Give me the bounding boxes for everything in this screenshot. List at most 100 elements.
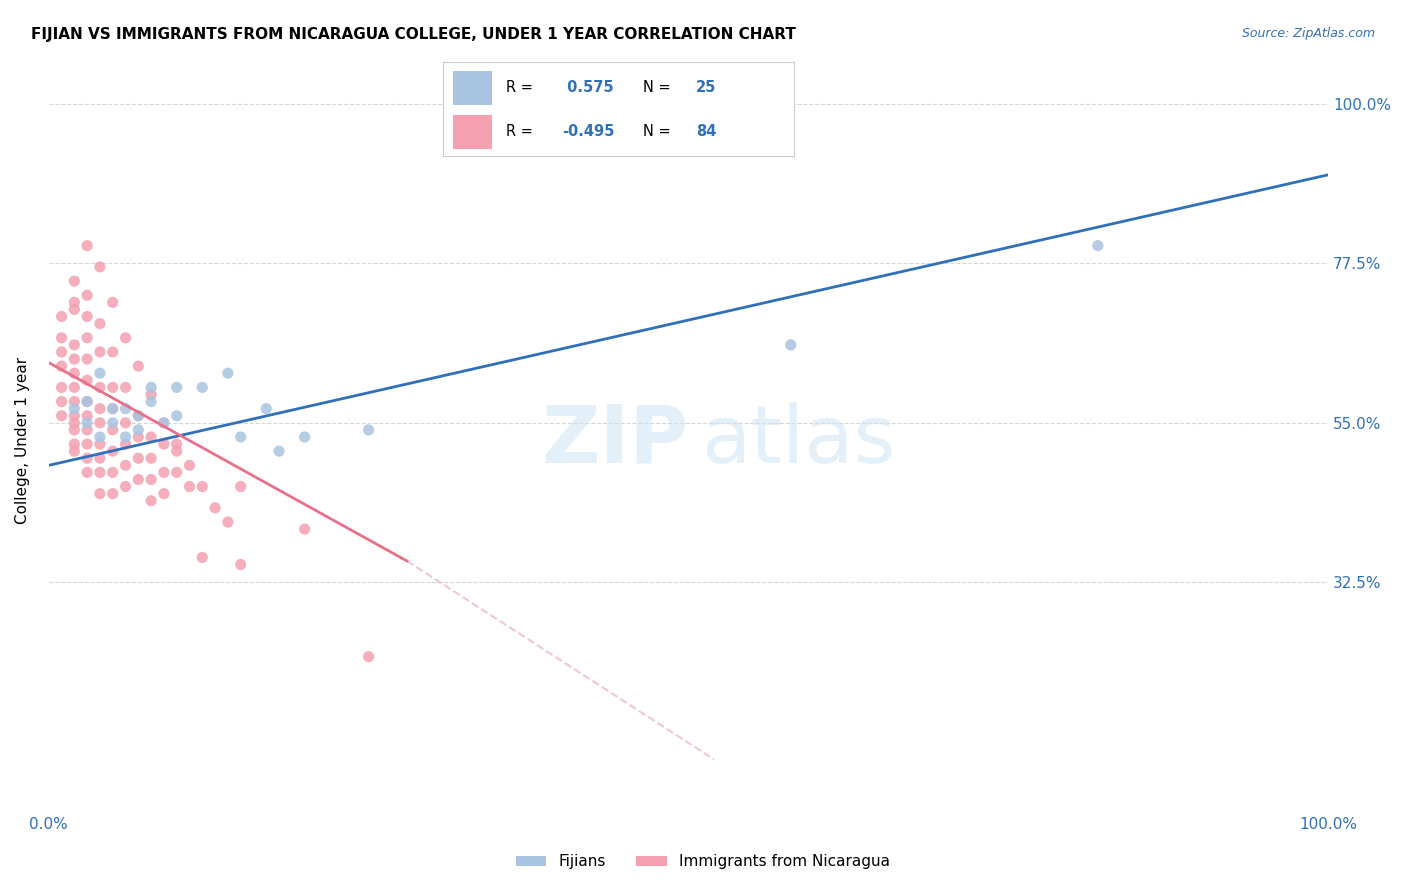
Point <box>179 458 201 473</box>
Point <box>166 409 188 423</box>
Point <box>63 274 86 288</box>
Point <box>1087 238 1109 252</box>
Point <box>127 423 149 437</box>
Point <box>51 394 73 409</box>
Point <box>139 493 162 508</box>
Point <box>217 366 239 380</box>
Point <box>127 409 149 423</box>
Legend: Fijians, Immigrants from Nicaragua: Fijians, Immigrants from Nicaragua <box>509 848 897 875</box>
Point <box>76 310 98 324</box>
Point <box>89 401 111 416</box>
Point <box>63 423 86 437</box>
Text: R =: R = <box>506 124 537 139</box>
Point <box>63 437 86 451</box>
Point <box>101 416 124 430</box>
Point <box>89 451 111 466</box>
Point <box>217 515 239 529</box>
Point <box>51 409 73 423</box>
Point <box>63 295 86 310</box>
Point <box>114 437 136 451</box>
Point <box>76 416 98 430</box>
Point <box>51 331 73 345</box>
Point <box>153 416 176 430</box>
Point <box>127 430 149 444</box>
Point <box>191 550 214 565</box>
Point <box>139 387 162 401</box>
Point <box>76 423 98 437</box>
Point <box>63 401 86 416</box>
Point <box>267 444 290 458</box>
Point <box>166 380 188 394</box>
Text: FIJIAN VS IMMIGRANTS FROM NICARAGUA COLLEGE, UNDER 1 YEAR CORRELATION CHART: FIJIAN VS IMMIGRANTS FROM NICARAGUA COLL… <box>31 27 796 42</box>
Point <box>779 338 801 352</box>
Point <box>139 473 162 487</box>
Point <box>101 444 124 458</box>
Point <box>153 437 176 451</box>
Point <box>63 416 86 430</box>
Point <box>101 423 124 437</box>
Point <box>114 401 136 416</box>
Point <box>76 437 98 451</box>
Point <box>101 466 124 480</box>
Text: Source: ZipAtlas.com: Source: ZipAtlas.com <box>1241 27 1375 40</box>
Text: 84: 84 <box>696 124 716 139</box>
Point <box>101 380 124 394</box>
Point <box>51 359 73 373</box>
Point <box>89 317 111 331</box>
Point <box>76 409 98 423</box>
Point <box>166 444 188 458</box>
Point <box>63 409 86 423</box>
Point <box>63 352 86 367</box>
Point <box>101 486 124 500</box>
Point <box>63 366 86 380</box>
Point <box>76 288 98 302</box>
Point <box>139 430 162 444</box>
Text: 25: 25 <box>696 80 716 95</box>
Point <box>139 380 162 394</box>
Text: ZIP: ZIP <box>541 401 689 480</box>
Point <box>127 451 149 466</box>
Point <box>114 380 136 394</box>
Point <box>51 310 73 324</box>
Point <box>294 522 316 536</box>
Text: R =: R = <box>506 80 537 95</box>
Point <box>191 480 214 494</box>
Point <box>76 394 98 409</box>
Point <box>166 466 188 480</box>
Point <box>76 466 98 480</box>
Point <box>114 331 136 345</box>
Point <box>166 437 188 451</box>
Point <box>76 373 98 387</box>
Point <box>294 430 316 444</box>
Point <box>76 451 98 466</box>
Point <box>89 486 111 500</box>
Point <box>254 401 277 416</box>
Point <box>76 238 98 252</box>
Point <box>101 295 124 310</box>
Point <box>139 451 162 466</box>
Point <box>89 416 111 430</box>
Text: 0.575: 0.575 <box>562 80 614 95</box>
Point <box>114 458 136 473</box>
Point <box>114 480 136 494</box>
Point <box>63 302 86 317</box>
Point <box>76 331 98 345</box>
Point <box>139 394 162 409</box>
Text: -0.495: -0.495 <box>562 124 614 139</box>
Text: N =: N = <box>643 124 675 139</box>
Point <box>127 409 149 423</box>
Point <box>153 416 176 430</box>
Point <box>76 394 98 409</box>
Text: atlas: atlas <box>702 401 896 480</box>
Point <box>63 394 86 409</box>
Point <box>89 437 111 451</box>
Point <box>101 345 124 359</box>
Point <box>114 430 136 444</box>
Point <box>63 338 86 352</box>
Point <box>89 366 111 380</box>
Point <box>101 401 124 416</box>
Point <box>229 430 252 444</box>
Point <box>101 401 124 416</box>
Point <box>191 380 214 394</box>
Point <box>229 480 252 494</box>
